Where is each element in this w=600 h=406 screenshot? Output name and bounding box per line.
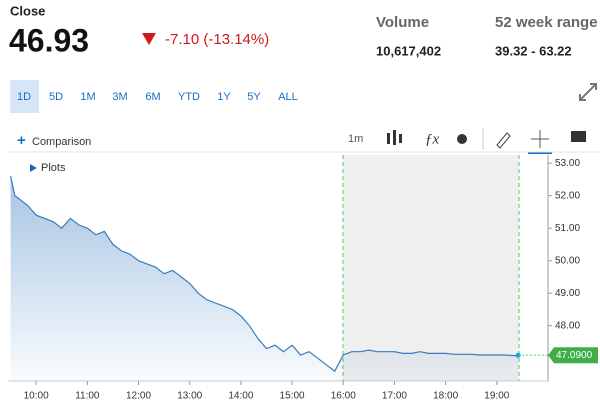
down-arrow	[142, 33, 156, 45]
x-tick-label: 13:00	[177, 391, 202, 402]
y-tick-label: 50.00	[555, 255, 580, 266]
fx-icon[interactable]: ƒx	[425, 131, 440, 147]
range-tab[interactable]: 6M	[145, 91, 160, 103]
y-tick-label: 53.00	[555, 158, 580, 169]
price: 46.93	[9, 22, 89, 58]
candle-icon[interactable]	[387, 130, 402, 145]
range-tab[interactable]: 5D	[49, 91, 63, 103]
stat-value: 10,617,402	[376, 43, 441, 58]
settings-icon[interactable]	[457, 134, 467, 144]
expand-icon[interactable]	[579, 83, 597, 101]
area	[10, 176, 519, 381]
interval-button[interactable]: 1m	[348, 133, 363, 145]
last-price-tag	[548, 347, 598, 364]
stat-label: Volume	[376, 14, 429, 31]
y-tick-label: 52.00	[555, 190, 580, 201]
x-tick-label: 12:00	[126, 391, 151, 402]
x-tick-label: 19:00	[484, 391, 509, 402]
range-tab[interactable]: 3M	[112, 91, 127, 103]
range-tab[interactable]: 5Y	[247, 91, 261, 103]
range-tab-active	[10, 80, 39, 113]
close-label: Close	[10, 3, 45, 18]
after-hours-shade	[343, 155, 519, 381]
plot: 48.00 49.00 50.00 51.00 52.00 53.00 10:00 11:00…	[8, 155, 598, 402]
stat-label: 52 week range	[495, 14, 598, 31]
draw-icon[interactable]	[496, 132, 511, 149]
range-tabs: 1D 5D 1M 3M 6M YTD 1Y 5Y ALL	[10, 80, 298, 113]
plus-icon[interactable]: +	[17, 132, 26, 149]
x-tick-label: 14:00	[228, 391, 253, 402]
x-tick-label: 16:00	[331, 391, 356, 402]
plots-toggle[interactable]	[30, 164, 37, 172]
range-tab[interactable]: 1M	[80, 91, 95, 103]
stat-value: 39.32 - 63.22	[495, 43, 572, 58]
price-line	[10, 175, 519, 373]
last-price-label: 47.0900	[556, 350, 593, 361]
comparison-button[interactable]: Comparison	[32, 136, 91, 148]
plots-label[interactable]: Plots	[41, 162, 66, 174]
range-tab[interactable]: YTD	[178, 91, 200, 103]
x-tick-label: 11:00	[75, 391, 100, 402]
x-tick-label: 15:00	[280, 391, 305, 402]
range-tab[interactable]: 1Y	[217, 91, 231, 103]
crosshair-icon[interactable]	[531, 130, 549, 148]
y-tick-label: 48.00	[555, 320, 580, 331]
x-tick-label: 10:00	[24, 391, 49, 402]
change: -7.10 (-13.14%)	[165, 31, 269, 48]
x-tick-label: 17:00	[382, 391, 407, 402]
range-tab[interactable]: 1D	[17, 91, 31, 103]
notes-icon[interactable]	[571, 131, 586, 142]
x-tick-label: 18:00	[433, 391, 458, 402]
range-tab[interactable]: ALL	[278, 91, 298, 103]
y-tick-label: 51.00	[555, 223, 580, 234]
y-tick-label: 49.00	[555, 288, 580, 299]
